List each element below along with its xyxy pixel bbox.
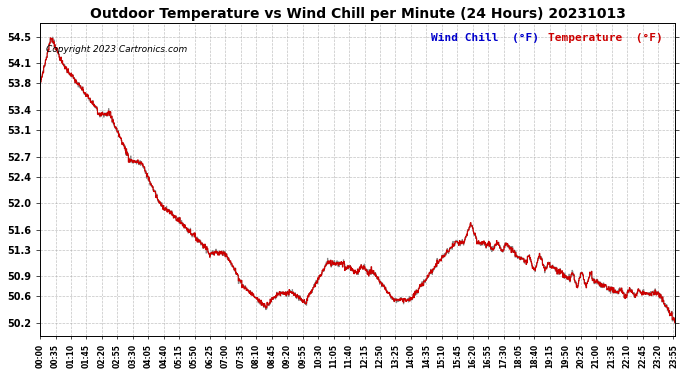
Text: Copyright 2023 Cartronics.com: Copyright 2023 Cartronics.com: [46, 45, 188, 54]
Title: Outdoor Temperature vs Wind Chill per Minute (24 Hours) 20231013: Outdoor Temperature vs Wind Chill per Mi…: [90, 7, 626, 21]
Text: Temperature  (°F): Temperature (°F): [549, 33, 663, 43]
Text: Wind Chill  (°F): Wind Chill (°F): [431, 33, 539, 43]
